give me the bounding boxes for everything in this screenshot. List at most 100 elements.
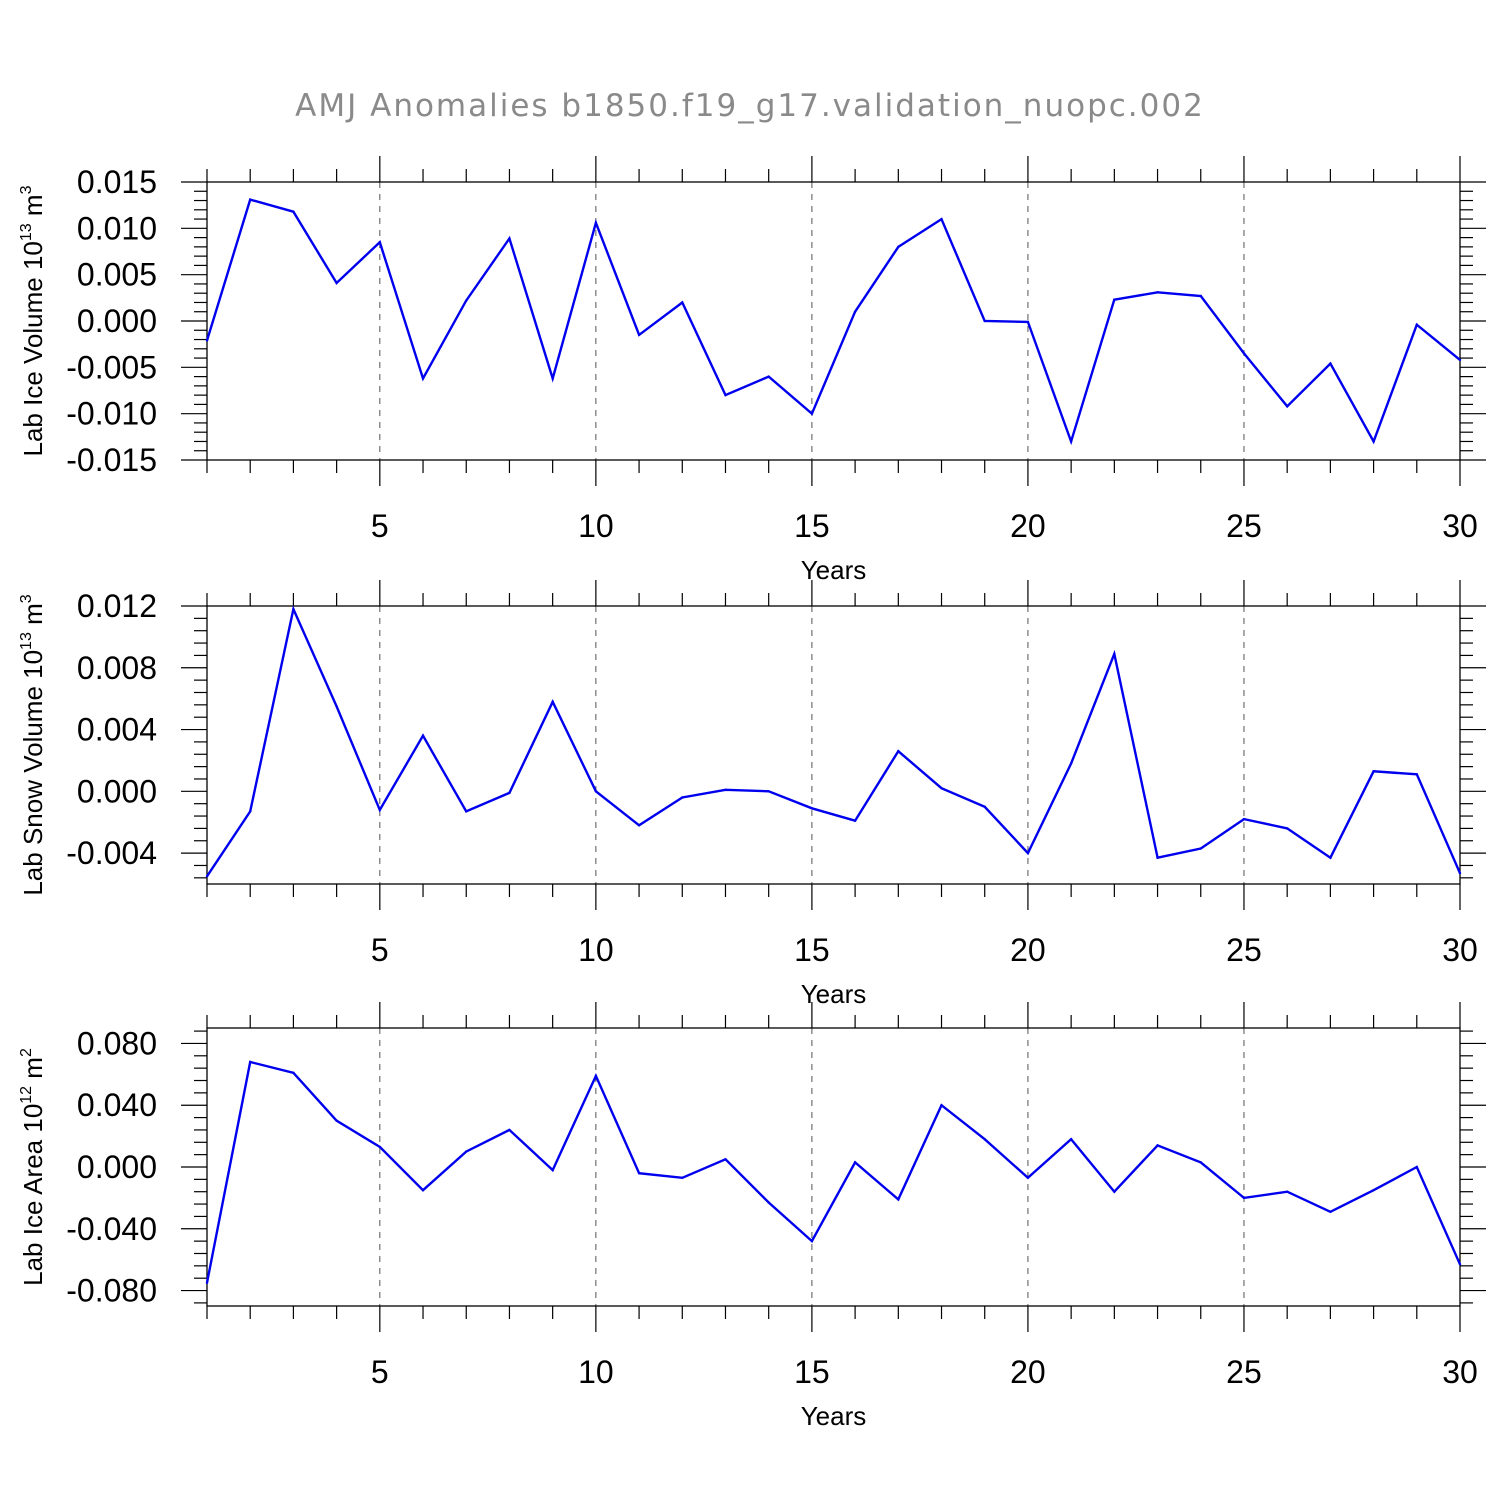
data-point [1199, 1161, 1202, 1164]
data-point [378, 808, 382, 812]
data-point [292, 607, 295, 611]
data-point [249, 198, 252, 201]
data-point [378, 241, 382, 244]
data-point [1415, 323, 1418, 326]
y-axis-label-part: m [18, 1057, 48, 1086]
data-point [1285, 827, 1289, 830]
x-tick-label: 25 [1226, 1354, 1262, 1390]
data-point [1458, 1263, 1462, 1266]
data-point [983, 1138, 986, 1141]
x-tick-label: 30 [1442, 1354, 1478, 1390]
data-point [508, 237, 511, 240]
data-point [724, 788, 727, 791]
data-point [1242, 1196, 1246, 1200]
y-axis-label-part: Lab Ice Volume 10 [18, 241, 48, 456]
data-point [465, 1150, 468, 1153]
data-point [767, 790, 770, 793]
data-point [508, 791, 511, 795]
y-tick-label: 0.000 [77, 303, 157, 339]
data-point [465, 810, 468, 813]
data-series-line [206, 605, 1462, 877]
data-point [421, 377, 425, 380]
y-axis-label-superscript: 3 [18, 185, 35, 194]
y-tick-label: 0.015 [77, 164, 157, 200]
data-point [1415, 1165, 1418, 1169]
y-axis-label: Lab Ice Volume 1013 m3 [18, 185, 48, 456]
data-point [1156, 291, 1159, 294]
data-point [724, 1158, 727, 1161]
data-point [1199, 847, 1202, 850]
data-point [1285, 1190, 1289, 1193]
y-tick-label: 0.000 [77, 1149, 157, 1185]
y-tick-label: -0.015 [66, 442, 157, 478]
data-point [1026, 320, 1030, 324]
y-axis-label-superscript: 13 [18, 223, 35, 241]
data-point [1329, 856, 1332, 859]
data-point [810, 1239, 814, 1243]
panel-3: -0.080 -0.040 0.000 0.040 0.080 5 10 15 20 25 30 Ye… [18, 1002, 1486, 1431]
x-tick-label: 30 [1442, 508, 1478, 544]
data-point [637, 1171, 641, 1175]
data-point [1372, 440, 1375, 443]
data-point [335, 281, 338, 285]
data-point [205, 1281, 209, 1285]
data-point [1026, 1176, 1030, 1180]
y-tick-label: 0.012 [77, 588, 157, 624]
data-point [205, 875, 209, 878]
x-tick-label: 15 [794, 932, 830, 968]
data-point [1415, 773, 1418, 776]
data-point [1113, 298, 1116, 301]
panel-2: -0.004 0.000 0.004 0.008 0.012 5 10 15 20 25 30 Yea… [18, 580, 1486, 1009]
x-axis-label: Years [801, 979, 867, 1009]
y-tick-label: -0.005 [66, 349, 157, 385]
data-point [1458, 871, 1462, 875]
y-tick-label: 0.008 [77, 650, 157, 686]
data-point [292, 210, 295, 213]
data-point [1069, 1138, 1073, 1141]
y-axis-label-superscript: 2 [18, 1048, 35, 1057]
x-tick-label: 30 [1442, 932, 1478, 968]
y-axis-label: Lab Ice Area 1012 m2 [18, 1048, 48, 1286]
y-axis-label-part: Lab Ice Area 10 [18, 1104, 48, 1286]
y-axis-label-part: m [18, 194, 48, 223]
y-tick-label: -0.004 [66, 835, 157, 871]
figure-title: AMJ Anomalies b1850.f19_g17.validation_n… [295, 88, 1205, 124]
data-point [249, 810, 252, 813]
data-point [940, 787, 943, 790]
plot-frame [206, 181, 1461, 461]
data-point [637, 333, 641, 337]
x-tick-label: 20 [1010, 508, 1046, 544]
data-point [594, 221, 598, 224]
data-point [292, 1071, 295, 1074]
y-tick-label: -0.010 [66, 396, 157, 432]
data-point [897, 245, 900, 249]
y-axis-label-superscript: 13 [18, 632, 35, 650]
x-tick-label: 10 [578, 932, 614, 968]
data-point [1199, 294, 1202, 298]
data-point [853, 310, 857, 313]
data-point [551, 1168, 554, 1172]
x-tick-label: 5 [371, 932, 389, 968]
y-tick-label: 0.004 [77, 712, 157, 748]
plot-frame [206, 1027, 1461, 1307]
data-point [1156, 1144, 1159, 1147]
data-point [681, 796, 684, 799]
data-point [810, 412, 814, 415]
data-point [421, 734, 425, 737]
x-tick-label: 10 [578, 508, 614, 544]
y-tick-label: -0.080 [66, 1273, 157, 1309]
data-point [1372, 1188, 1375, 1192]
data-point [378, 1145, 382, 1149]
data-point [983, 319, 986, 323]
data-point [1285, 405, 1289, 408]
data-point [940, 217, 943, 221]
x-tick-label: 25 [1226, 932, 1262, 968]
x-tick-label: 10 [578, 1354, 614, 1390]
y-axis-label-superscript: 3 [18, 594, 35, 603]
y-tick-label: 0.040 [77, 1087, 157, 1123]
y-tick-label: -0.040 [66, 1211, 157, 1247]
data-point [1329, 1210, 1332, 1213]
data-point [1113, 652, 1116, 656]
data-point [551, 377, 554, 380]
